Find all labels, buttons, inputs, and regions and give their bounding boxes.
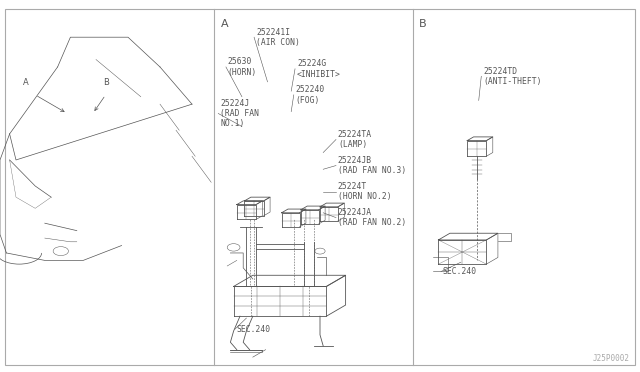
Circle shape bbox=[53, 247, 68, 256]
Circle shape bbox=[227, 244, 240, 251]
Text: SEC.240: SEC.240 bbox=[237, 325, 271, 334]
Text: B: B bbox=[102, 78, 109, 87]
Text: SEC.240: SEC.240 bbox=[443, 267, 477, 276]
Text: 25224JA
(RAD FAN NO.2): 25224JA (RAD FAN NO.2) bbox=[338, 208, 406, 227]
Text: J25P0002: J25P0002 bbox=[593, 354, 630, 363]
Text: A: A bbox=[221, 19, 228, 29]
Text: 252241I
(AIR CON): 252241I (AIR CON) bbox=[256, 28, 300, 47]
Text: 25224TA
(LAMP): 25224TA (LAMP) bbox=[338, 130, 372, 149]
Text: A: A bbox=[23, 78, 28, 87]
Text: 25224JB
(RAD FAN NO.3): 25224JB (RAD FAN NO.3) bbox=[338, 156, 406, 175]
Text: 25224TD
(ANTI-THEFT): 25224TD (ANTI-THEFT) bbox=[483, 67, 541, 86]
Circle shape bbox=[315, 248, 325, 254]
Text: 25224J
(RAD FAN
NO.1): 25224J (RAD FAN NO.1) bbox=[220, 99, 259, 128]
Text: 25630
(HORN): 25630 (HORN) bbox=[228, 57, 257, 77]
Text: 252240
(FOG): 252240 (FOG) bbox=[296, 85, 325, 105]
Text: B: B bbox=[419, 19, 427, 29]
Text: 25224G
<INHIBIT>: 25224G <INHIBIT> bbox=[297, 59, 341, 78]
Text: 25224T
(HORN NO.2): 25224T (HORN NO.2) bbox=[338, 182, 392, 201]
